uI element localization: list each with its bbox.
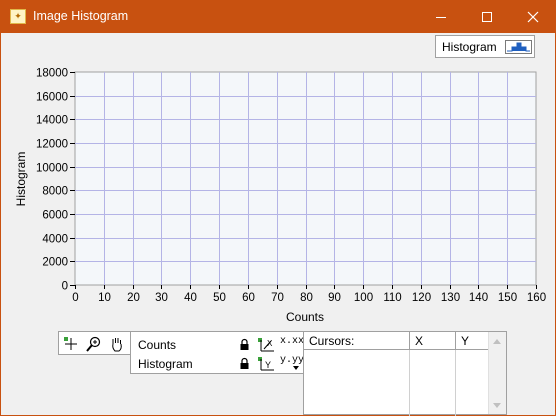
y-tick-label: 0 xyxy=(62,281,68,293)
crosshair-icon xyxy=(62,335,80,353)
svg-text:X: X xyxy=(267,339,273,348)
x-autoscale-icon[interactable]: X xyxy=(257,337,275,353)
y-tick-label: 10000 xyxy=(36,163,68,175)
x-tick-label: 10 xyxy=(98,292,111,304)
zoom-icon xyxy=(85,335,103,353)
y-axis-title: Histogram xyxy=(14,152,28,207)
x-tick-label: 70 xyxy=(271,292,284,304)
y-column-header: Y xyxy=(456,332,488,350)
y-tick-label: 12000 xyxy=(36,139,68,151)
lock-icon[interactable] xyxy=(239,357,250,370)
x-tick-label: 150 xyxy=(498,292,517,304)
x-tick-label: 140 xyxy=(469,292,488,304)
x-tick-label: 50 xyxy=(213,292,226,304)
svg-text:Y: Y xyxy=(265,360,271,370)
x-tick-label: 40 xyxy=(184,292,197,304)
y-scale-name: Histogram xyxy=(138,357,193,371)
y-tick-label: 4000 xyxy=(42,234,68,246)
y-format-label: y.yy xyxy=(280,355,304,366)
y-tick-label: 8000 xyxy=(42,186,68,198)
cursor-column-header: Cursors: xyxy=(304,332,410,350)
x-tick-label: 130 xyxy=(441,292,460,304)
plot-area[interactable] xyxy=(75,72,536,285)
y-autoscale-icon[interactable]: Y xyxy=(257,356,275,372)
zoom-tool-button[interactable] xyxy=(84,334,104,353)
x-tick-label: 60 xyxy=(242,292,255,304)
x-scale-name: Counts xyxy=(138,338,176,352)
scale-row-x: Counts X x.xx xyxy=(131,335,305,355)
cursor-tool-button[interactable] xyxy=(61,334,81,353)
column-divider xyxy=(455,350,456,416)
scroll-down-arrow-icon[interactable] xyxy=(493,403,501,408)
x-tick-label: 160 xyxy=(527,292,546,304)
y-format-button[interactable]: y.yy xyxy=(279,356,301,372)
y-tick-label: 2000 xyxy=(42,257,68,269)
column-divider xyxy=(409,350,410,416)
graph-palette xyxy=(58,331,131,355)
x-tick-label: 90 xyxy=(328,292,341,304)
dropdown-arrow-icon xyxy=(293,366,299,370)
y-tick-label: 16000 xyxy=(36,92,68,104)
scale-legend: Counts X x.xx Histogram Y y.yy xyxy=(130,331,304,374)
x-tick-label: 110 xyxy=(383,292,401,304)
x-format-label: x.xx xyxy=(280,336,304,347)
pan-tool-button[interactable] xyxy=(107,334,127,353)
x-tick-label: 30 xyxy=(155,292,168,304)
cursor-legend-header: Cursors: X Y xyxy=(304,332,488,350)
x-tick-label: 100 xyxy=(354,292,373,304)
lock-icon[interactable] xyxy=(239,338,250,351)
x-tick-label: 80 xyxy=(300,292,313,304)
y-tick-label: 6000 xyxy=(42,210,68,222)
scale-row-y: Histogram Y y.yy xyxy=(131,354,305,374)
scroll-up-arrow-icon[interactable] xyxy=(493,339,501,344)
x-tick-label: 20 xyxy=(127,292,140,304)
x-axis-title: Counts xyxy=(286,310,324,324)
x-tick-label: 120 xyxy=(412,292,431,304)
x-tick-label: 0 xyxy=(72,292,78,304)
cursor-legend[interactable]: Cursors: X Y xyxy=(303,331,507,415)
x-column-header: X xyxy=(410,332,456,350)
y-tick-label: 14000 xyxy=(36,115,68,127)
x-format-button[interactable]: x.xx xyxy=(279,337,301,353)
hand-icon xyxy=(108,335,126,353)
cursor-legend-scrollbar[interactable] xyxy=(488,332,506,414)
y-tick-label: 18000 xyxy=(36,68,68,80)
